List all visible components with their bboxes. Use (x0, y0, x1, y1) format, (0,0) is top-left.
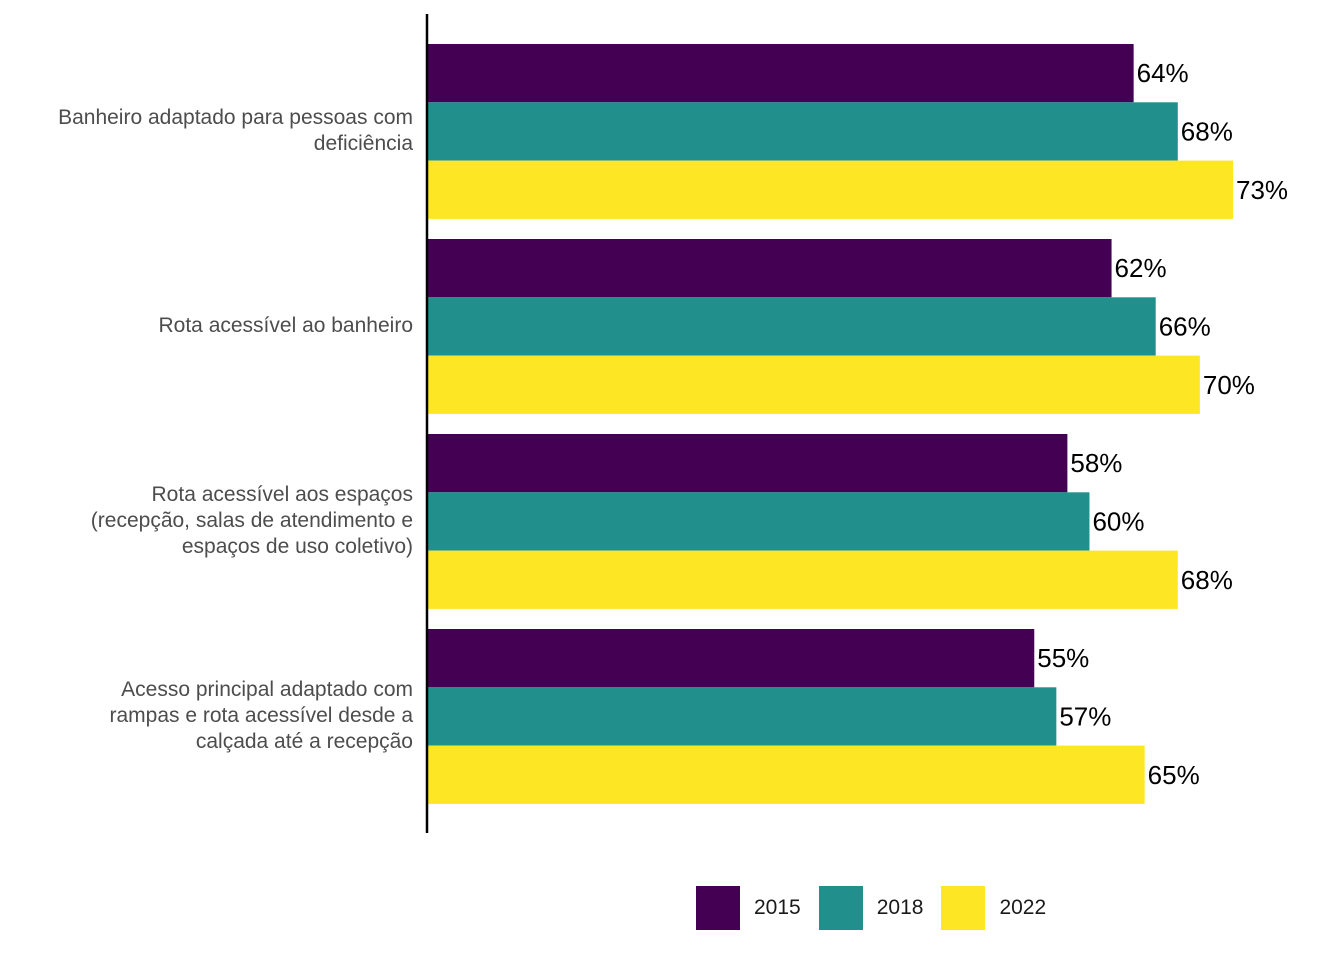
legend-swatch-2018 (818, 886, 863, 930)
value-label-2018-cat-1: 66% (1159, 311, 1211, 341)
bar-2015-cat-3 (427, 629, 1035, 688)
bar-2018-cat-1 (427, 297, 1156, 356)
value-label-2018-cat-0: 68% (1181, 116, 1233, 146)
value-label-2015-cat-3: 55% (1037, 643, 1089, 673)
value-label-2022-cat-2: 68% (1181, 565, 1233, 595)
category-label: Rota acessível aos espaços (recepção, sa… (90, 483, 413, 559)
bar-2015-cat-2 (427, 434, 1068, 493)
bar-2018-cat-0 (427, 102, 1178, 161)
legend-label-2022: 2022 (999, 896, 1047, 919)
value-label-2015-cat-0: 64% (1137, 58, 1189, 88)
value-label-2018-cat-3: 57% (1059, 701, 1111, 731)
value-label-2015-cat-2: 58% (1070, 448, 1122, 478)
value-label-2022-cat-3: 65% (1148, 760, 1200, 790)
legend-swatch-2015 (696, 886, 740, 930)
value-labels-group: 64%68%73%62%66%70%58%60%68%55%57%65% (1037, 58, 1288, 790)
legend-label-2015: 2015 (754, 896, 801, 919)
bar-2022-cat-2 (427, 550, 1178, 609)
bar-2022-cat-1 (427, 355, 1200, 414)
value-label-2018-cat-2: 60% (1092, 506, 1144, 536)
value-label-2015-cat-1: 62% (1115, 253, 1167, 283)
bar-2018-cat-3 (427, 687, 1057, 746)
legend-swatch-2022 (941, 886, 986, 930)
value-label-2022-cat-1: 70% (1203, 370, 1255, 400)
category-label: Banheiro adaptado para pessoas com defic… (58, 106, 413, 156)
legend-item-2018: 2018 (818, 886, 924, 930)
legend-item-2022: 2022 (941, 886, 1046, 930)
bar-2022-cat-3 (427, 745, 1145, 804)
bar-2015-cat-1 (427, 239, 1112, 298)
category-label: Acesso principal adaptado com rampas e r… (109, 678, 414, 754)
legend-label-2018: 2018 (876, 896, 924, 919)
bar-2018-cat-2 (427, 492, 1090, 551)
value-label-2022-cat-0: 73% (1236, 175, 1288, 205)
category-label: Rota acessível ao banheiro (158, 314, 414, 338)
bar-2015-cat-0 (427, 44, 1134, 103)
legend: 2015 2018 2022 (696, 886, 1064, 930)
legend-item-2015: 2015 (696, 886, 801, 930)
bars-group (427, 44, 1233, 804)
bar-2022-cat-0 (427, 160, 1233, 219)
